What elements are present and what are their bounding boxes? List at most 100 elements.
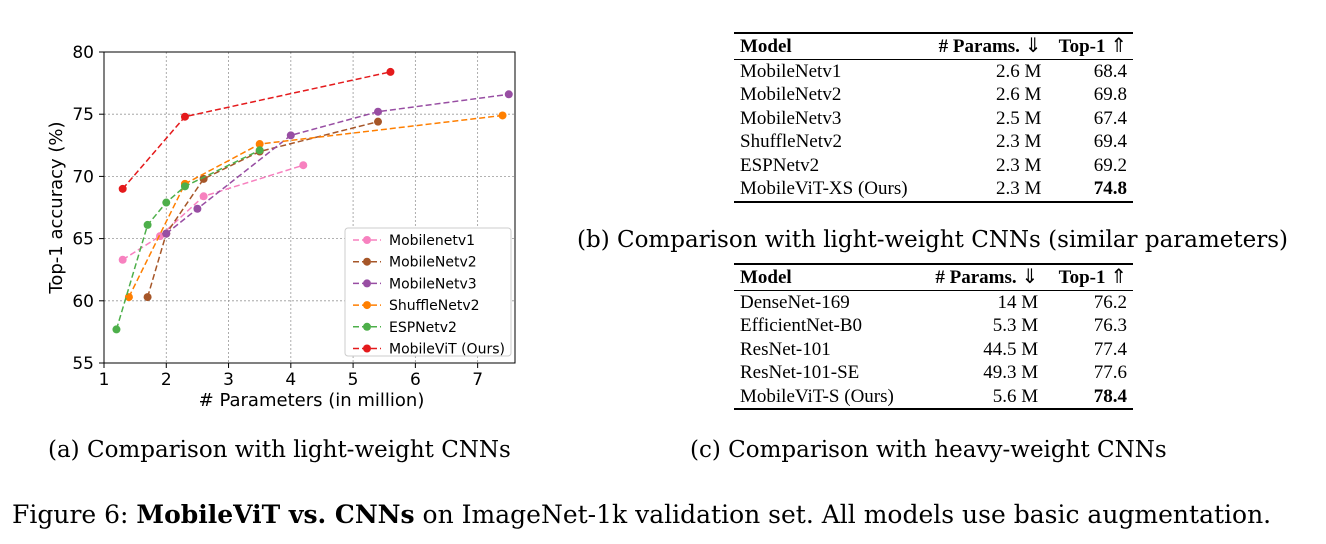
data-point	[374, 107, 382, 116]
data-point	[162, 198, 171, 207]
header-model: Model	[734, 263, 918, 291]
cell-top1: 76.3	[1093, 315, 1127, 336]
cell-top1-best: 74.8	[1047, 177, 1133, 203]
table-row: MobileViT-XS (Ours) 2.3 M 74.8	[734, 177, 1133, 203]
data-point	[299, 161, 308, 170]
data-point	[199, 192, 208, 201]
header-params: # Params. ⇓	[917, 263, 1045, 291]
header-params-label: # Params.	[938, 36, 1020, 57]
header-params: # Params. ⇓	[925, 32, 1048, 60]
y-axis-label: Top-1 accuracy (%)	[46, 121, 67, 294]
table-row: MobileNetv3 2.5 M 67.4	[734, 107, 1133, 131]
cell-model: ResNet-101	[740, 338, 831, 360]
data-point	[255, 140, 264, 149]
legend-marker	[363, 257, 371, 266]
caption-b: (b) Comparison with light-weight CNNs (s…	[577, 227, 1289, 253]
cell-model: MobileNetv3	[740, 107, 842, 129]
legend-marker	[363, 301, 371, 310]
legend-entry: MobileNetv3	[389, 276, 477, 292]
table-heavy-weight-cnns: Model # Params. ⇓ Top-1 ⇑ DenseNet-169 14…	[734, 263, 1133, 410]
table-row: MobileNetv1 2.6 M 68.4	[734, 59, 1133, 83]
table-header-row: Model # Params. ⇓ Top-1 ⇑	[734, 263, 1133, 291]
legend-marker	[363, 322, 371, 331]
table-row: MobileViT-S (Ours) 5.6 M 78.4	[734, 384, 1133, 410]
cell-top1: 77.4	[1093, 338, 1127, 360]
data-point	[374, 117, 382, 126]
figure-caption-bold: MobileViT vs. CNNs	[136, 500, 415, 529]
caption-a: (a) Comparison with light-weight CNNs	[48, 437, 511, 463]
x-tick-label: 1	[99, 370, 110, 390]
data-point	[498, 111, 507, 120]
y-tick-label: 65	[72, 230, 94, 250]
cell-model: MobileNetv2	[740, 84, 842, 105]
cell-top1: 76.2	[1093, 291, 1127, 313]
cell-top1: 69.4	[1093, 131, 1127, 152]
header-model: Model	[734, 32, 926, 60]
table-row: EfficientNet-B0 5.3 M 76.3	[734, 314, 1133, 338]
x-tick-label: 7	[472, 370, 483, 390]
cell-params: 2.3 M	[996, 154, 1042, 176]
y-tick-label: 70	[72, 167, 94, 187]
x-axis-label: # Parameters (in million)	[199, 390, 425, 411]
header-top1-label: Top-1	[1058, 36, 1106, 57]
data-point	[118, 255, 127, 264]
data-point	[143, 293, 152, 302]
data-point	[386, 67, 395, 76]
figure-caption-rest: on ImageNet-1k validation set. All model…	[414, 500, 1272, 529]
cell-params: 2.6 M	[996, 60, 1042, 82]
legend-entry: MobileNetv2	[389, 255, 477, 271]
y-tick-label: 60	[72, 292, 94, 312]
cell-params: 2.3 M	[996, 131, 1042, 152]
legend-box	[344, 227, 512, 357]
data-point	[255, 146, 264, 155]
cell-top1: 69.2	[1093, 154, 1127, 176]
up-arrow-icon: ⇑	[1110, 33, 1127, 57]
cell-params: 2.5 M	[996, 107, 1042, 129]
series-line	[122, 164, 304, 261]
figure-caption-prefix: Figure 6:	[12, 500, 137, 529]
cell-top1: 67.4	[1093, 107, 1127, 129]
cell-params: 2.3 M	[925, 177, 1048, 203]
legend-entry: MobileViT (Ours)	[389, 342, 505, 358]
cell-model: EfficientNet-B0	[740, 315, 863, 336]
cell-params: 2.6 M	[996, 84, 1042, 105]
cell-params: 49.3 M	[983, 362, 1039, 383]
cell-model: ResNet-101-SE	[740, 362, 860, 383]
header-params-label: # Params.	[935, 267, 1017, 288]
x-tick-label: 2	[161, 370, 172, 390]
series-line	[128, 114, 503, 298]
x-tick-label: 5	[348, 370, 359, 390]
cell-model: ESPNetv2	[740, 154, 820, 176]
table-row: ResNet-101-SE 49.3 M 77.6	[734, 361, 1133, 385]
cell-top1-best: 78.4	[1044, 384, 1133, 410]
cell-params: 44.5 M	[983, 338, 1039, 360]
cell-params: 5.3 M	[992, 315, 1039, 336]
cell-top1: 68.4	[1093, 60, 1127, 82]
legend-entry: ShuffleNetv2	[389, 298, 480, 314]
data-point	[118, 184, 127, 193]
data-point	[180, 112, 189, 121]
figure-caption: Figure 6: MobileViT vs. CNNs on ImageNet…	[12, 500, 1271, 529]
down-arrow-icon: ⇓	[1024, 33, 1042, 57]
cell-model: MobileViT-XS (Ours)	[734, 177, 926, 203]
data-point	[286, 131, 295, 140]
legend-entry: ESPNetv2	[389, 320, 457, 336]
data-point	[124, 293, 133, 302]
line-chart: 1 2 3 4 5 6 7 55 60 65 70 75 80 # Parameters (in mill…	[46, 43, 516, 411]
data-point	[504, 90, 513, 99]
data-point	[143, 220, 152, 229]
header-top1: Top-1 ⇑	[1044, 263, 1133, 291]
data-point	[112, 325, 121, 334]
legend-marker	[363, 279, 371, 288]
legend-entry: Mobilenetv1	[389, 233, 475, 249]
data-point	[162, 229, 171, 238]
table-row: DenseNet-169 14 M 76.2	[734, 290, 1133, 314]
plot-frame	[103, 51, 516, 364]
data-point	[193, 204, 202, 213]
caption-c: (c) Comparison with heavy-weight CNNs	[690, 437, 1167, 463]
x-tick-label: 3	[223, 370, 234, 390]
y-tick-label: 80	[72, 43, 94, 63]
x-tick-label: 6	[410, 370, 421, 390]
cell-model: ShuffleNetv2	[740, 131, 843, 152]
x-tick-label: 4	[285, 370, 296, 390]
